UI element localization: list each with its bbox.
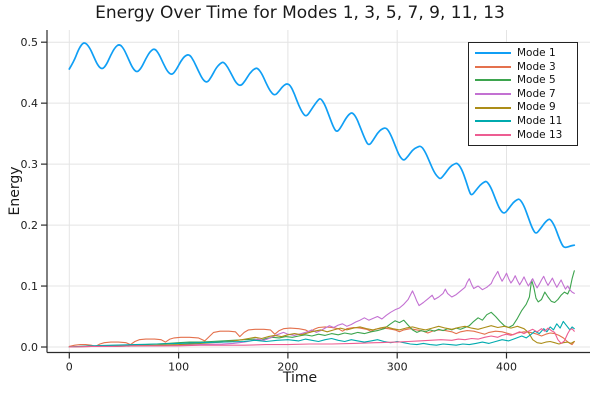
legend-entry: Mode 7 [475, 88, 571, 101]
y-tick-label: 0.3 [21, 158, 39, 171]
legend-line-sample [475, 133, 511, 136]
legend-label: Mode 13 [517, 128, 563, 141]
legend-label: Mode 11 [517, 115, 563, 127]
legend-entry: Mode 5 [475, 74, 571, 87]
legend-line-sample [475, 65, 511, 68]
legend-entry: Mode 13 [475, 128, 571, 141]
legend-entry: Mode 1 [475, 47, 571, 60]
series-line-mode-11 [68, 320, 575, 348]
legend-label: Mode 1 [517, 46, 556, 59]
legend-label: Mode 9 [517, 101, 556, 114]
y-tick-label: 0.4 [21, 97, 39, 110]
legend-line-sample [475, 93, 511, 95]
series-line-mode-7 [68, 270, 575, 348]
y-tick-label: 0.0 [21, 341, 39, 354]
legend-line-sample [475, 52, 511, 55]
legend-label: Mode 7 [517, 87, 556, 100]
x-tick-label: 200 [277, 361, 298, 374]
x-tick-label: 100 [168, 361, 189, 374]
chart-title: Energy Over Time for Modes 1, 3, 5, 7, 9… [95, 3, 505, 23]
x-tick-label: 300 [387, 361, 408, 374]
series-line-mode-5 [68, 270, 575, 348]
legend-label: Mode 5 [517, 74, 556, 87]
series-line-mode-13 [68, 327, 575, 348]
legend-line-sample [475, 120, 511, 123]
x-tick-label: 400 [496, 361, 517, 374]
series-line-mode-1 [68, 42, 576, 249]
y-tick-label: 0.2 [21, 219, 39, 232]
y-tick-label: 0.1 [21, 280, 39, 293]
x-tick-label: 0 [66, 361, 73, 374]
legend-entry: Mode 11 [475, 115, 571, 128]
legend-line-sample [475, 106, 511, 109]
legend-entry: Mode 9 [475, 101, 571, 114]
legend-entry: Mode 3 [475, 60, 571, 73]
series-line-mode-3 [68, 326, 575, 347]
x-axis-label: Time [282, 370, 318, 386]
legend-label: Mode 3 [517, 60, 556, 73]
y-tick-label: 0.5 [21, 36, 39, 49]
legend: Mode 1 Mode 3 Mode 5 Mode 7 Mode 9 Mode 11 Mod… [468, 42, 578, 146]
legend-line-sample [475, 79, 511, 82]
series-line-mode-9 [68, 325, 575, 348]
